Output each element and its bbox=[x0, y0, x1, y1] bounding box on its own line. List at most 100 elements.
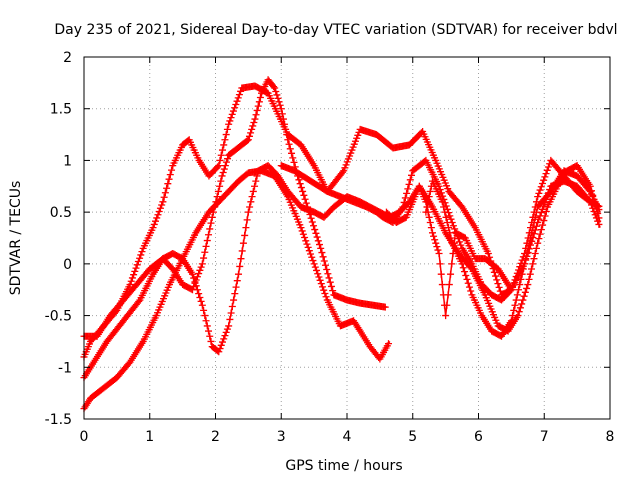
data-point-marker bbox=[431, 236, 439, 244]
data-point-marker bbox=[521, 288, 529, 296]
data-point-marker bbox=[456, 238, 464, 246]
data-point-marker bbox=[423, 203, 431, 211]
data-point-marker bbox=[126, 281, 134, 289]
data-point-marker bbox=[595, 206, 603, 214]
data-point-marker bbox=[440, 203, 448, 211]
data-point-marker bbox=[221, 332, 229, 340]
data-point-marker bbox=[272, 87, 280, 95]
data-point-marker bbox=[537, 183, 545, 191]
data-point-marker bbox=[256, 94, 264, 102]
data-point-marker bbox=[153, 214, 161, 222]
data-point-marker bbox=[532, 198, 540, 206]
data-point-marker bbox=[223, 325, 231, 333]
data-point-marker bbox=[222, 158, 230, 166]
data-point-marker bbox=[235, 91, 243, 99]
data-point-marker bbox=[201, 248, 209, 256]
data-point-marker bbox=[492, 272, 500, 280]
data-point-marker bbox=[233, 97, 241, 105]
data-point-marker bbox=[326, 278, 334, 286]
data-point-marker bbox=[444, 291, 452, 299]
data-point-marker bbox=[519, 265, 527, 273]
data-point-marker bbox=[308, 253, 316, 261]
data-point-marker bbox=[220, 141, 228, 149]
data-point-marker bbox=[446, 212, 454, 220]
y-tick-labels: -1.5 -1 -0.5 0 0.5 1 1.5 2 bbox=[45, 50, 72, 428]
data-point-marker bbox=[433, 243, 441, 251]
data-point-marker bbox=[188, 270, 196, 278]
data-point-marker bbox=[585, 196, 593, 204]
data-point-marker bbox=[234, 94, 242, 102]
data-point-marker bbox=[320, 257, 328, 265]
data-point-marker bbox=[200, 306, 208, 314]
data-point-marker bbox=[248, 125, 256, 133]
data-point-marker bbox=[458, 260, 466, 268]
data-point-marker bbox=[273, 91, 281, 99]
data-point-marker bbox=[522, 255, 530, 263]
series-2 bbox=[80, 82, 514, 361]
data-point-marker bbox=[308, 218, 316, 226]
data-point-marker bbox=[255, 98, 263, 106]
x-axis-label: GPS time / hours bbox=[285, 458, 402, 474]
data-point-marker bbox=[217, 177, 225, 185]
data-point-marker bbox=[447, 215, 455, 223]
x-tick-label: 2 bbox=[211, 429, 220, 445]
data-point-marker bbox=[132, 264, 140, 272]
data-point-marker bbox=[150, 220, 158, 228]
data-point-marker bbox=[299, 187, 307, 195]
data-point-marker bbox=[408, 171, 416, 179]
data-point-marker bbox=[159, 198, 167, 206]
data-point-marker bbox=[310, 260, 318, 268]
data-point-marker bbox=[314, 237, 322, 245]
data-point-marker bbox=[127, 277, 135, 285]
x-tick-labels: 0 1 2 3 4 5 6 7 8 bbox=[80, 429, 615, 445]
data-point-marker bbox=[295, 176, 303, 184]
data-point-marker bbox=[436, 260, 444, 268]
data-point-marker bbox=[484, 250, 492, 258]
data-point-marker bbox=[244, 136, 252, 144]
data-point-marker bbox=[251, 182, 259, 190]
data-point-marker bbox=[130, 271, 138, 279]
data-point-marker bbox=[307, 214, 315, 222]
data-point-marker bbox=[321, 261, 329, 269]
data-point-marker bbox=[448, 260, 456, 268]
data-point-marker bbox=[495, 283, 503, 291]
data-point-marker bbox=[535, 215, 543, 223]
data-point-marker bbox=[247, 129, 255, 137]
data-point-marker bbox=[206, 225, 214, 233]
data-point-marker bbox=[220, 335, 228, 343]
data-point-marker bbox=[251, 115, 259, 123]
data-point-marker bbox=[428, 229, 436, 237]
data-point-marker bbox=[318, 249, 326, 257]
data-point-marker bbox=[246, 203, 254, 211]
data-point-marker bbox=[137, 251, 145, 259]
data-point-marker bbox=[339, 168, 347, 176]
data-point-marker bbox=[250, 119, 258, 127]
data-point-marker bbox=[532, 208, 540, 216]
data-point-marker bbox=[274, 94, 282, 102]
y-tick-label: -0.5 bbox=[45, 309, 72, 325]
data-point-marker bbox=[241, 231, 249, 239]
data-point-marker bbox=[248, 193, 256, 201]
data-point-marker bbox=[152, 217, 160, 225]
data-point-marker bbox=[135, 298, 143, 306]
data-point-marker bbox=[205, 231, 213, 239]
data-point-marker bbox=[527, 234, 535, 242]
data-point-marker bbox=[197, 297, 205, 305]
data-point-marker bbox=[406, 176, 414, 184]
data-point-marker bbox=[461, 268, 469, 276]
data-point-marker bbox=[534, 239, 542, 247]
data-point-marker bbox=[316, 276, 324, 284]
x-tick-label: 7 bbox=[540, 429, 549, 445]
data-point-marker bbox=[490, 268, 498, 276]
data-point-marker bbox=[233, 277, 241, 285]
data-point-marker bbox=[217, 151, 225, 159]
data-point-marker bbox=[301, 234, 309, 242]
data-point-marker bbox=[463, 275, 471, 283]
data-point-marker bbox=[493, 276, 501, 284]
data-point-marker bbox=[216, 182, 224, 190]
x-tick-label: 5 bbox=[408, 429, 417, 445]
y-tick-label: -1.5 bbox=[45, 412, 72, 428]
data-point-marker bbox=[424, 198, 432, 206]
data-point-marker bbox=[512, 296, 520, 304]
data-point-marker bbox=[538, 205, 546, 213]
